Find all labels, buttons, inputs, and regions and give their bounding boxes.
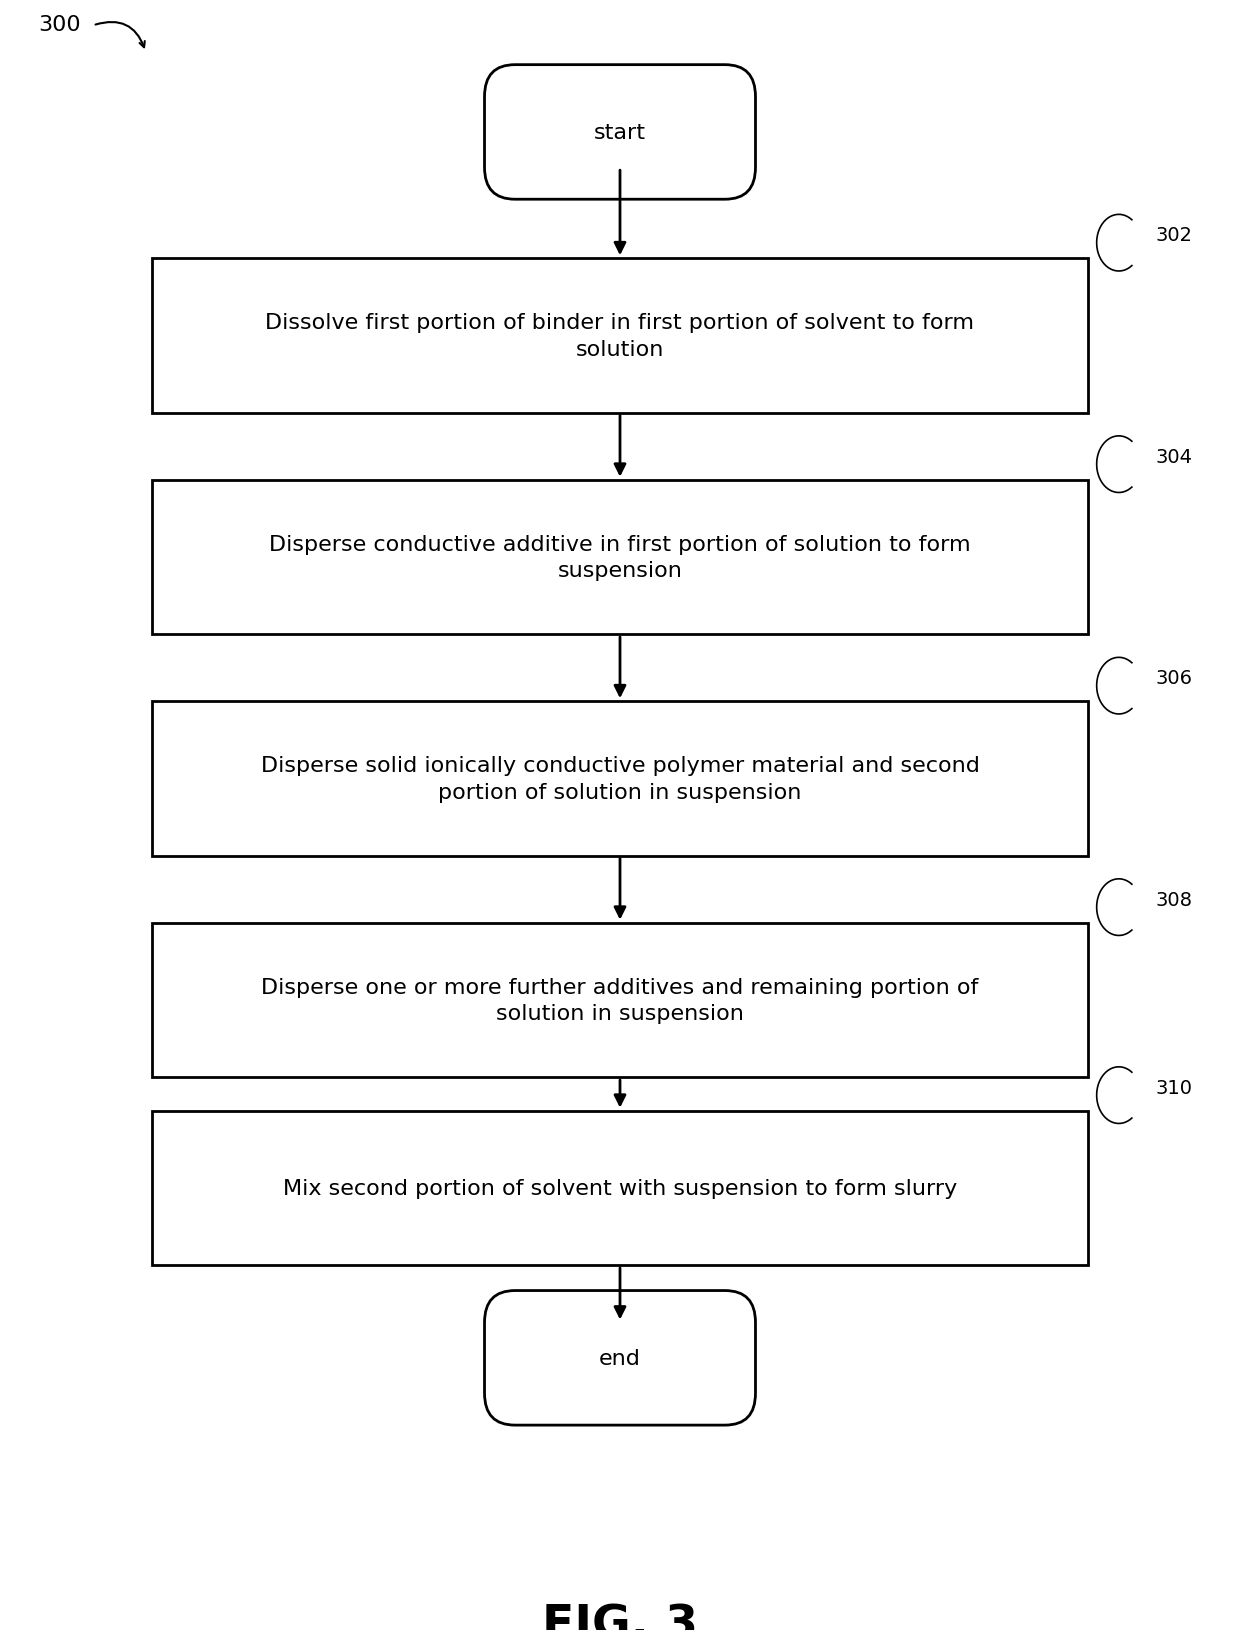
FancyBboxPatch shape <box>485 1291 755 1425</box>
Bar <box>153 481 1087 634</box>
Text: 302: 302 <box>1156 227 1193 244</box>
Text: Disperse conductive additive in first portion of solution to form
suspension: Disperse conductive additive in first po… <box>269 535 971 580</box>
Bar <box>153 1112 1087 1265</box>
Text: Disperse solid ionically conductive polymer material and second
portion of solut: Disperse solid ionically conductive poly… <box>260 756 980 802</box>
Text: Dissolve first portion of binder in first portion of solvent to form
solution: Dissolve first portion of binder in firs… <box>265 313 975 359</box>
Bar <box>153 923 1087 1077</box>
Text: FIG. 3: FIG. 3 <box>542 1602 698 1630</box>
Text: start: start <box>594 122 646 143</box>
Text: 304: 304 <box>1156 448 1193 466</box>
Text: 308: 308 <box>1156 890 1193 910</box>
FancyBboxPatch shape <box>485 65 755 200</box>
Text: end: end <box>599 1348 641 1368</box>
Text: Mix second portion of solvent with suspension to form slurry: Mix second portion of solvent with suspe… <box>283 1178 957 1198</box>
Bar <box>153 259 1087 414</box>
Text: 310: 310 <box>1156 1079 1193 1097</box>
Bar <box>153 701 1087 856</box>
Text: Disperse one or more further additives and remaining portion of
solution in susp: Disperse one or more further additives a… <box>262 976 978 1024</box>
Text: 300: 300 <box>38 15 82 34</box>
Text: 306: 306 <box>1156 668 1193 688</box>
